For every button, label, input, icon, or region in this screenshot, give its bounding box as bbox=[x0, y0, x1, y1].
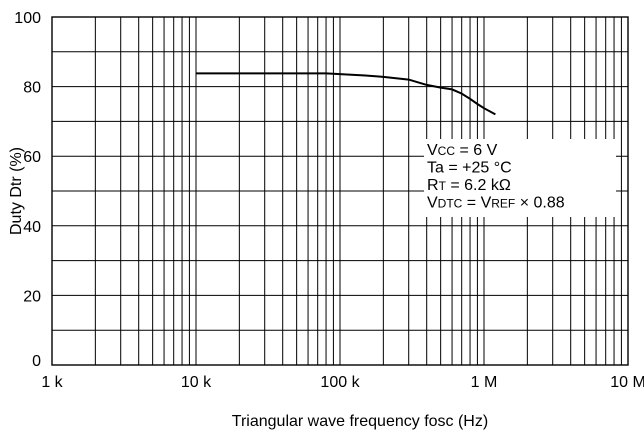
y-tick-label: 40 bbox=[23, 219, 41, 236]
x-tick-label: 1 M bbox=[471, 374, 498, 391]
conditions-line: VCC = 6 V bbox=[427, 142, 498, 159]
y-tick-label: 100 bbox=[14, 10, 41, 27]
series-group bbox=[196, 72, 496, 116]
y-tick-labels: 0 20 40 60 80 100 bbox=[14, 10, 41, 370]
x-axis-label: Triangular wave frequency fosc (Hz) bbox=[232, 413, 488, 430]
y-tick-label: 0 bbox=[32, 353, 41, 370]
x-tick-label: 10 k bbox=[181, 374, 212, 391]
y-tick-label: 60 bbox=[23, 149, 41, 166]
y-tick-label: 20 bbox=[23, 288, 41, 305]
conditions-box bbox=[424, 139, 616, 217]
x-tick-label: 1 k bbox=[41, 374, 63, 391]
y-tick-label: 80 bbox=[23, 80, 41, 97]
conditions-line: VDTC = VREF × 0.88 bbox=[427, 195, 565, 212]
x-tick-label: 100 k bbox=[320, 374, 360, 391]
conditions-line: Ta = +25 °C bbox=[427, 160, 512, 177]
y-axis-label: Duty Dtr (%) bbox=[8, 147, 25, 235]
conditions-line: RT = 6.2 kΩ bbox=[427, 177, 511, 194]
x-tick-labels: 1 k 10 k 100 k 1 M 10 M bbox=[41, 374, 644, 391]
series-line bbox=[196, 72, 496, 116]
x-tick-label: 10 M bbox=[610, 374, 644, 391]
plot-frame bbox=[51, 16, 629, 366]
